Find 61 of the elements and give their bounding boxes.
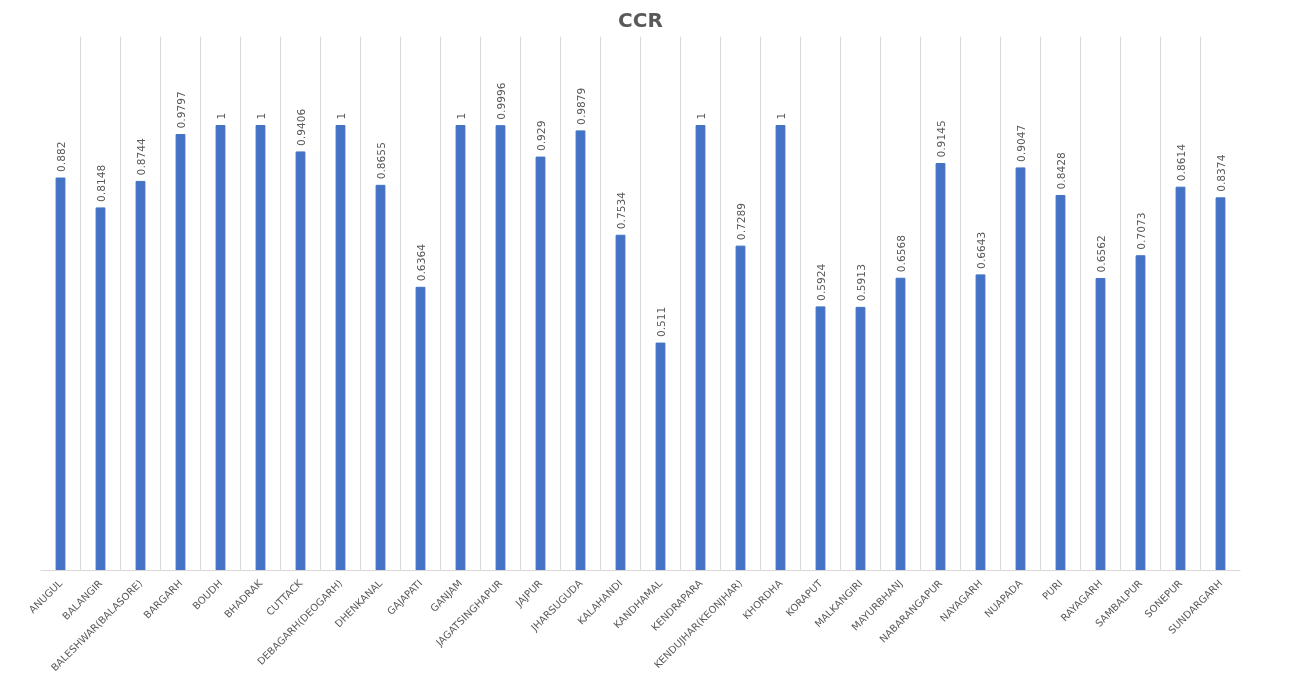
bar bbox=[1175, 186, 1186, 571]
data-label: 0.8374 bbox=[1214, 154, 1228, 192]
data-label: 1 bbox=[254, 112, 268, 120]
bar bbox=[775, 125, 786, 571]
bar bbox=[55, 177, 66, 571]
bar bbox=[1055, 194, 1066, 571]
chart-title: CCR bbox=[618, 7, 663, 32]
bar bbox=[415, 286, 426, 571]
data-label: 0.8148 bbox=[94, 164, 108, 202]
data-label: 0.7073 bbox=[1134, 212, 1148, 250]
bar bbox=[895, 277, 906, 571]
bar bbox=[695, 125, 706, 571]
data-label: 0.5913 bbox=[854, 264, 868, 302]
bar bbox=[615, 234, 626, 571]
data-label: 0.7534 bbox=[614, 191, 628, 230]
data-label: 0.9145 bbox=[934, 120, 948, 158]
data-label: 0.8655 bbox=[374, 142, 388, 180]
bar bbox=[1215, 197, 1226, 571]
data-label: 1 bbox=[774, 112, 788, 120]
data-label: 1 bbox=[334, 112, 348, 120]
bar bbox=[575, 130, 586, 571]
data-label: 0.9797 bbox=[174, 91, 188, 129]
data-label: 1 bbox=[454, 112, 468, 120]
bar bbox=[95, 207, 106, 571]
bar bbox=[1135, 255, 1146, 571]
data-label: 0.9047 bbox=[1014, 124, 1028, 162]
bar bbox=[335, 125, 346, 571]
bar bbox=[255, 125, 266, 571]
bar bbox=[975, 274, 986, 571]
bar bbox=[855, 306, 866, 571]
data-label: 0.8744 bbox=[134, 137, 148, 176]
bar bbox=[735, 245, 746, 571]
bar bbox=[655, 342, 666, 571]
bar bbox=[135, 180, 146, 571]
bar bbox=[375, 184, 386, 571]
data-label: 0.929 bbox=[534, 120, 548, 152]
bar bbox=[935, 163, 946, 571]
data-label: 0.511 bbox=[654, 306, 668, 338]
data-label: 0.6568 bbox=[894, 234, 908, 273]
data-label: 0.9406 bbox=[294, 108, 308, 146]
bar bbox=[1015, 167, 1026, 571]
data-label: 0.882 bbox=[54, 141, 68, 173]
data-label: 1 bbox=[214, 112, 228, 120]
data-label: 1 bbox=[694, 112, 708, 120]
data-label: 0.6364 bbox=[414, 243, 428, 282]
bar bbox=[455, 125, 466, 571]
bar bbox=[495, 125, 506, 571]
data-label: 0.7289 bbox=[734, 202, 748, 241]
bar bbox=[215, 125, 226, 571]
bar bbox=[535, 156, 546, 571]
bar bbox=[175, 134, 186, 571]
bar bbox=[1095, 277, 1106, 571]
data-label: 0.8614 bbox=[1174, 143, 1188, 182]
data-label: 0.9996 bbox=[494, 82, 508, 120]
data-label: 0.5924 bbox=[814, 263, 828, 301]
bar bbox=[815, 306, 826, 571]
data-label: 0.6562 bbox=[1094, 235, 1108, 273]
bar bbox=[295, 151, 306, 571]
data-label: 0.8428 bbox=[1054, 151, 1068, 190]
data-label: 0.9879 bbox=[574, 87, 588, 125]
data-label: 0.6643 bbox=[974, 231, 988, 269]
